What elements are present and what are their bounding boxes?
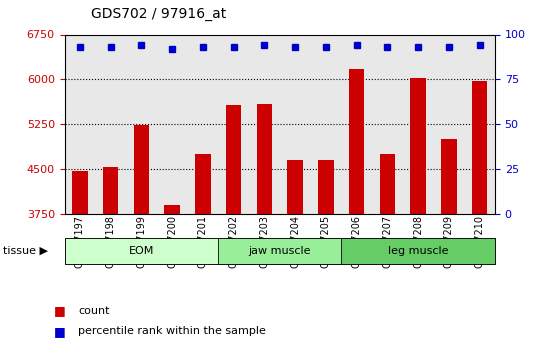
Bar xyxy=(410,78,426,345)
Bar xyxy=(318,160,334,345)
Text: EOM: EOM xyxy=(129,246,154,256)
Text: tissue ▶: tissue ▶ xyxy=(3,246,48,256)
Bar xyxy=(349,69,364,345)
Text: GDS702 / 97916_at: GDS702 / 97916_at xyxy=(91,7,226,21)
Bar xyxy=(134,125,149,345)
Bar xyxy=(472,80,487,345)
Text: ■: ■ xyxy=(54,304,66,317)
Text: jaw muscle: jaw muscle xyxy=(249,246,311,256)
Text: percentile rank within the sample: percentile rank within the sample xyxy=(78,326,266,336)
Text: count: count xyxy=(78,306,110,315)
Bar xyxy=(257,105,272,345)
Bar xyxy=(441,139,457,345)
Bar xyxy=(165,205,180,345)
Bar xyxy=(287,160,303,345)
Bar xyxy=(195,154,210,345)
Text: leg muscle: leg muscle xyxy=(388,246,448,256)
Bar xyxy=(226,105,242,345)
Bar xyxy=(72,171,88,345)
Text: ■: ■ xyxy=(54,325,66,338)
Bar xyxy=(103,167,118,345)
Bar xyxy=(380,154,395,345)
